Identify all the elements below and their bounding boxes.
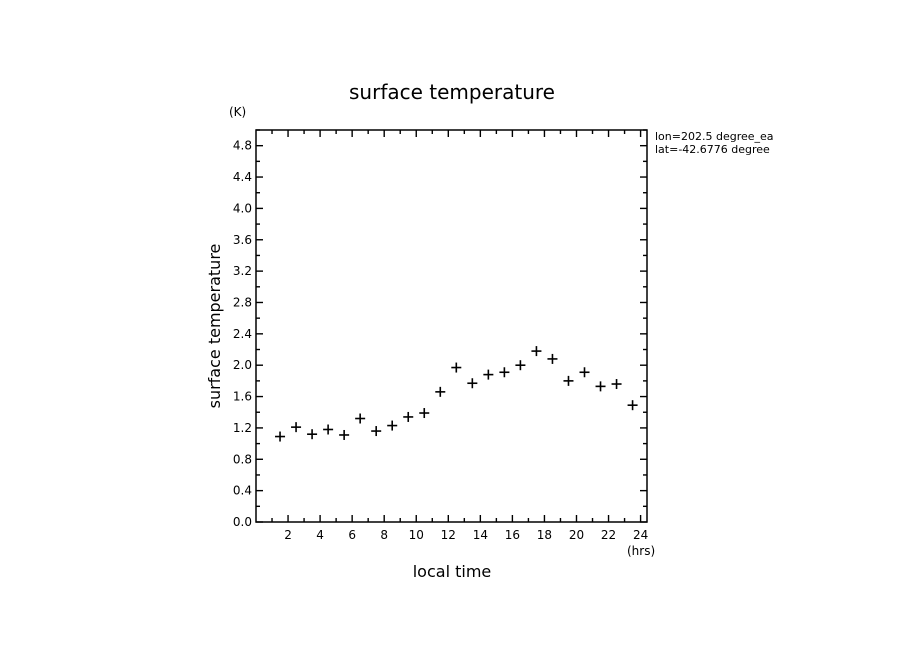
data-point [531, 346, 542, 357]
x-tick-label: 8 [380, 528, 388, 542]
annotation-lat: lat=-42.6776 degree [655, 143, 770, 156]
data-point [307, 429, 318, 440]
x-tick-label: 4 [316, 528, 324, 542]
data-point [467, 378, 478, 389]
x-tick-label: 22 [601, 528, 616, 542]
data-point [403, 411, 414, 422]
y-tick-label: 3.6 [233, 233, 252, 247]
y-tick-label: 4.4 [233, 170, 252, 184]
x-tick-label: 24 [633, 528, 648, 542]
data-point [355, 413, 366, 424]
x-tick-label: 16 [505, 528, 520, 542]
data-point [387, 420, 398, 431]
data-point [323, 424, 334, 435]
data-point [435, 386, 446, 397]
y-tick-label: 2.8 [233, 295, 252, 309]
data-point [515, 360, 526, 371]
y-axis-label: surface temperature [205, 244, 224, 409]
plot-frame [255, 129, 648, 523]
y-unit-label: (K) [229, 105, 246, 119]
x-tick-label: 14 [473, 528, 488, 542]
x-axis-label: local time [413, 562, 492, 581]
data-point [579, 367, 590, 378]
data-point [627, 400, 638, 411]
y-tick-label: 4.0 [233, 201, 252, 215]
y-tick-label: 1.6 [233, 390, 252, 404]
x-tick-label: 2 [284, 528, 292, 542]
data-point [419, 408, 430, 419]
data-point [483, 369, 494, 380]
y-tick-label: 2.0 [233, 358, 252, 372]
x-tick-label: 20 [569, 528, 584, 542]
y-tick-label: 0.4 [233, 484, 252, 498]
y-tick-label: 0.0 [233, 515, 252, 529]
data-point [595, 381, 606, 392]
y-tick-label: 0.8 [233, 452, 252, 466]
axis-ticks: 2 4 6 8 10 12 14 16 18 20 22 240.00.40.81.21.62.02.… [233, 129, 648, 542]
annotation-lon: lon=202.5 degree_ea [655, 130, 774, 143]
x-tick-label: 6 [348, 528, 356, 542]
data-point [611, 379, 622, 390]
data-points [275, 346, 638, 442]
y-tick-label: 4.8 [233, 139, 252, 153]
x-tick-label: 10 [409, 528, 424, 542]
y-tick-label: 2.4 [233, 327, 252, 341]
data-point [499, 367, 510, 378]
x-unit-label: (hrs) [627, 544, 655, 558]
data-point [291, 422, 302, 433]
chart-title: surface temperature [349, 80, 555, 104]
data-point [547, 353, 558, 364]
data-point [563, 375, 574, 386]
data-point [339, 429, 350, 440]
x-tick-label: 18 [537, 528, 552, 542]
data-point [371, 426, 382, 437]
y-tick-label: 3.2 [233, 264, 252, 278]
data-point [451, 362, 462, 373]
data-point [275, 431, 286, 442]
y-tick-label: 1.2 [233, 421, 252, 435]
x-tick-label: 12 [441, 528, 456, 542]
